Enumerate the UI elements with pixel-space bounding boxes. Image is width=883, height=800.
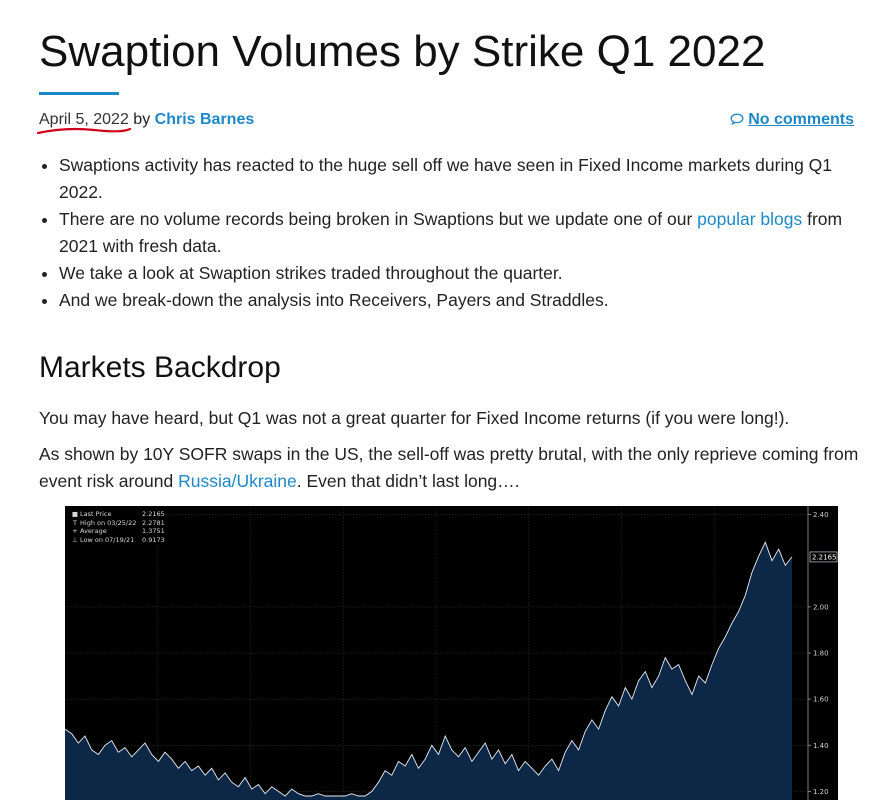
author-link[interactable]: Chris Barnes bbox=[154, 111, 255, 128]
legend-row: ■ Last Price 2.2165 bbox=[70, 510, 165, 519]
legend-symbol: ■ bbox=[71, 510, 79, 518]
post-meta: April 5, 2022 by Chris Barnes No comment… bbox=[36, 109, 854, 135]
summary-item-text: from 2021 with fresh data. bbox=[59, 209, 843, 256]
chart-y-axis: 2.40 2.00 1.80 1.60 1.40 1.20 2.2165 bbox=[807, 506, 838, 800]
by-label: by bbox=[133, 111, 151, 128]
legend-value: 0.9173 bbox=[142, 535, 165, 544]
legend-row: ⊥ Low on 07/19/21 0.9173 bbox=[70, 536, 165, 545]
legend-label: High on 03/25/22 bbox=[80, 518, 137, 527]
summary-item: We take a look at Swaption strikes trade… bbox=[59, 260, 879, 287]
comment-icon bbox=[730, 113, 744, 125]
comments-link[interactable]: No comments bbox=[730, 109, 854, 131]
legend-label: Low on 07/19/21 bbox=[80, 535, 135, 544]
legend-value: 2.2781 bbox=[142, 518, 165, 527]
legend-value: 2.2165 bbox=[142, 510, 165, 518]
section-heading: Markets Backdrop bbox=[39, 351, 281, 384]
chart-gridlines bbox=[65, 506, 807, 800]
summary-item: There are no volume records being broken… bbox=[59, 206, 879, 260]
summary-item-text: There are no volume records being broken… bbox=[59, 209, 698, 229]
summary-list: Swaptions activity has reacted to the hu… bbox=[39, 152, 879, 314]
chart-area bbox=[65, 542, 792, 800]
post-date[interactable]: April 5, 2022 bbox=[36, 111, 132, 135]
paragraph: As shown by 10Y SOFR swaps in the US, th… bbox=[39, 441, 859, 495]
title-divider bbox=[39, 92, 119, 95]
y-tick-label: 1.60 bbox=[813, 696, 829, 704]
legend-symbol: T bbox=[73, 518, 77, 527]
page-title: Swaption Volumes by Strike Q1 2022 bbox=[39, 27, 766, 76]
y-tick-label: 2.00 bbox=[813, 603, 829, 611]
paragraph-text: . Even that didn’t last long…. bbox=[296, 471, 520, 491]
date-underline-mark bbox=[36, 127, 132, 135]
y-tick-label: 1.40 bbox=[813, 742, 829, 750]
summary-item: And we break-down the analysis into Rece… bbox=[59, 287, 879, 314]
russia-ukraine-link[interactable]: Russia/Ukraine bbox=[178, 471, 297, 491]
legend-value: 1.3751 bbox=[142, 527, 165, 535]
legend-row: T High on 03/25/22 2.2781 bbox=[70, 519, 165, 528]
legend-label: Average bbox=[80, 527, 107, 535]
y-tick-label: 1.20 bbox=[813, 788, 829, 796]
sofr-swap-chart[interactable]: 2.40 2.00 1.80 1.60 1.40 1.20 2.2165 ■ Last Pri… bbox=[65, 506, 838, 800]
legend-symbol: ⊥ bbox=[72, 535, 78, 544]
last-price-label: 2.2165 bbox=[812, 553, 837, 561]
last-price-tag bbox=[809, 551, 838, 563]
y-tick-label: 2.40 bbox=[813, 511, 829, 519]
y-tick-label: 1.80 bbox=[813, 650, 829, 658]
chart-series-line bbox=[65, 541, 793, 797]
chart-canvas: 2.40 2.00 1.80 1.60 1.40 1.20 2.2165 bbox=[65, 506, 838, 800]
summary-item: Swaptions activity has reacted to the hu… bbox=[59, 152, 879, 206]
paragraph: You may have heard, but Q1 was not a gre… bbox=[39, 408, 790, 428]
legend-label: Last Price bbox=[80, 510, 112, 518]
paragraph-text: As shown by 10Y SOFR swaps in the US, th… bbox=[39, 444, 859, 491]
popular-blogs-link[interactable]: popular blogs bbox=[697, 209, 803, 229]
comments-label: No comments bbox=[748, 111, 854, 128]
legend-row: + Average 1.3751 bbox=[70, 527, 165, 536]
legend-symbol: + bbox=[72, 527, 78, 535]
post-date-text: April 5, 2022 bbox=[39, 111, 129, 128]
chart-legend: ■ Last Price 2.2165 T High on 03/25/22 2.278… bbox=[70, 510, 165, 544]
